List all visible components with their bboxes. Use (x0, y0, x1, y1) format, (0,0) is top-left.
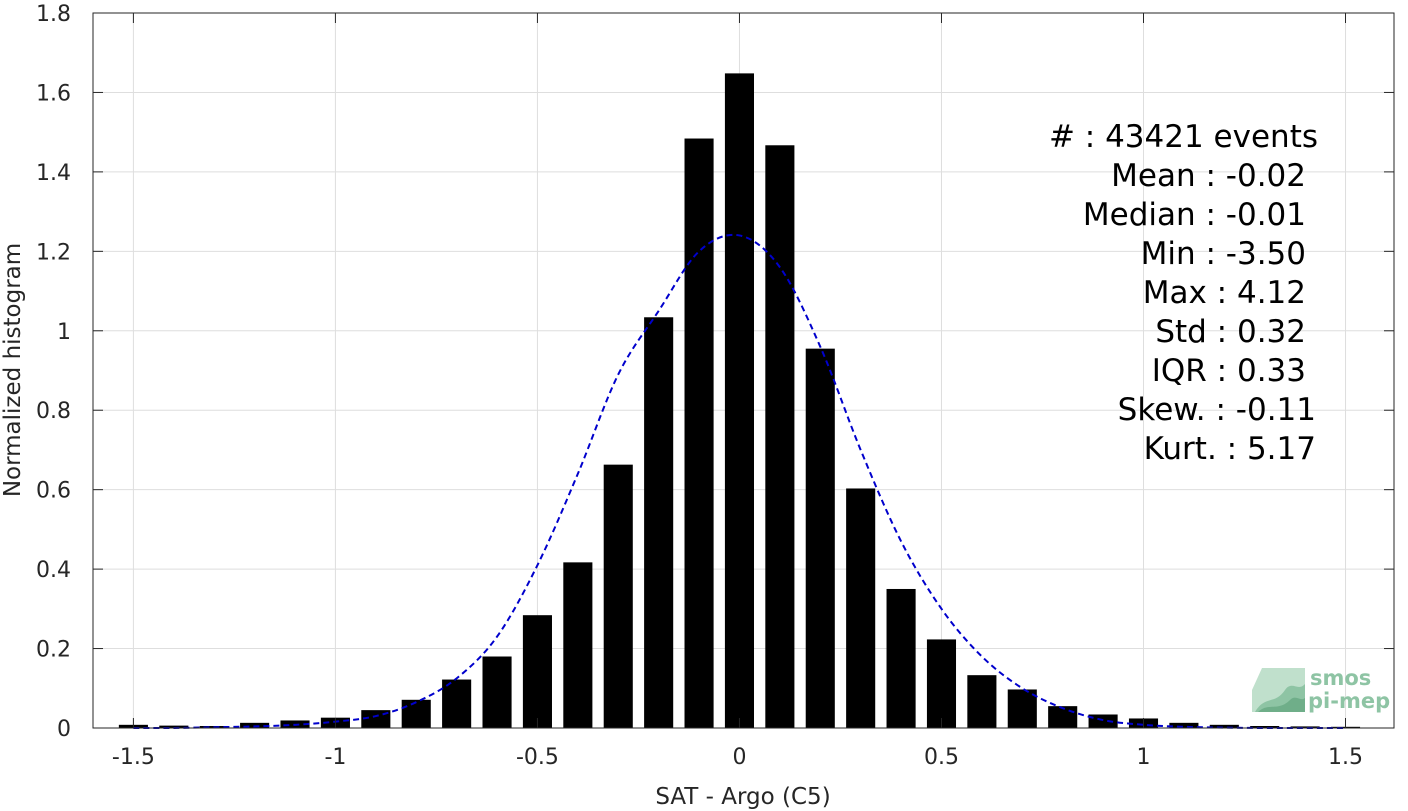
histogram-bar (846, 488, 876, 728)
histogram-bar (926, 639, 957, 728)
y-tick-label: 1 (57, 320, 71, 345)
x-axis-label: SAT - Argo (C5) (655, 784, 830, 810)
y-tick-label: 0.2 (36, 638, 71, 663)
stat-skew: Skew. : -0.11 (1118, 392, 1316, 428)
x-tick-label: 1.5 (1328, 745, 1363, 770)
y-tick-label: 0.4 (36, 558, 71, 583)
histogram-bar (401, 699, 431, 728)
axis-ticks: -1.5 -1 -0.5 0 0.5 1 1.5 0 0.2 0.4 0.6 0.8 1 1.2 1.4 1.… (36, 2, 1394, 770)
stats-box: # : 43421 events Mean : -0.02 Median : -… (1049, 119, 1318, 467)
smos-pi-mep-logo: smos pi-mep (1252, 666, 1390, 713)
histogram-bar (1290, 726, 1320, 728)
stat-mean: Mean : -0.02 (1111, 158, 1306, 194)
stat-std: Std : 0.32 (1155, 314, 1306, 350)
fit-curve (133, 233, 1346, 730)
histogram-bar (644, 317, 674, 728)
x-tick-label: -0.5 (516, 745, 559, 770)
y-tick-label: 1.2 (36, 240, 71, 265)
y-tick-label: 1.6 (36, 81, 71, 106)
histogram-bar (765, 145, 795, 728)
histogram-bar (442, 679, 472, 728)
y-tick-label: 1.8 (36, 2, 71, 27)
y-axis-label: Normalized histogram (0, 243, 26, 497)
histogram-bar (1048, 706, 1078, 728)
histogram-bar (1169, 722, 1199, 728)
histogram-bar (159, 725, 189, 728)
histogram-bar (805, 348, 835, 728)
x-tick-label: -1.5 (112, 745, 155, 770)
y-tick-label: 1.4 (36, 161, 71, 186)
logo-text-smos: smos (1310, 666, 1371, 690)
x-tick-label: 0 (732, 745, 746, 770)
histogram-bar (1209, 724, 1239, 728)
histogram-bars (118, 73, 1361, 728)
histogram-bar (967, 675, 997, 728)
x-tick-label: -1 (324, 745, 346, 770)
stat-kurt: Kurt. : 5.17 (1144, 431, 1316, 467)
histogram-bar (603, 464, 633, 728)
stat-median: Median : -0.01 (1083, 197, 1306, 233)
logo-waves-icon (1252, 668, 1305, 712)
histogram-bar (522, 615, 552, 728)
histogram-bar (1250, 726, 1280, 728)
histogram-bar (563, 562, 593, 728)
stat-events: # : 43421 events (1049, 119, 1318, 155)
histogram-bar (684, 138, 714, 728)
y-tick-label: 0.6 (36, 479, 71, 504)
histogram-bar (1007, 689, 1037, 728)
histogram-bar (1088, 714, 1118, 728)
x-tick-label: 1 (1136, 745, 1150, 770)
histogram-bar (886, 588, 916, 728)
stat-min: Min : -3.50 (1141, 236, 1306, 272)
stat-max: Max : 4.12 (1143, 275, 1306, 311)
histogram-bar (724, 73, 755, 728)
x-tick-label: 0.5 (924, 745, 959, 770)
y-tick-label: 0.8 (36, 399, 71, 424)
y-tick-label: 0 (57, 717, 71, 742)
histogram-bar (482, 656, 512, 728)
stat-iqr: IQR : 0.33 (1152, 353, 1306, 389)
logo-text-pi-mep: pi-mep (1308, 689, 1390, 713)
plot-frame (92, 12, 1395, 729)
